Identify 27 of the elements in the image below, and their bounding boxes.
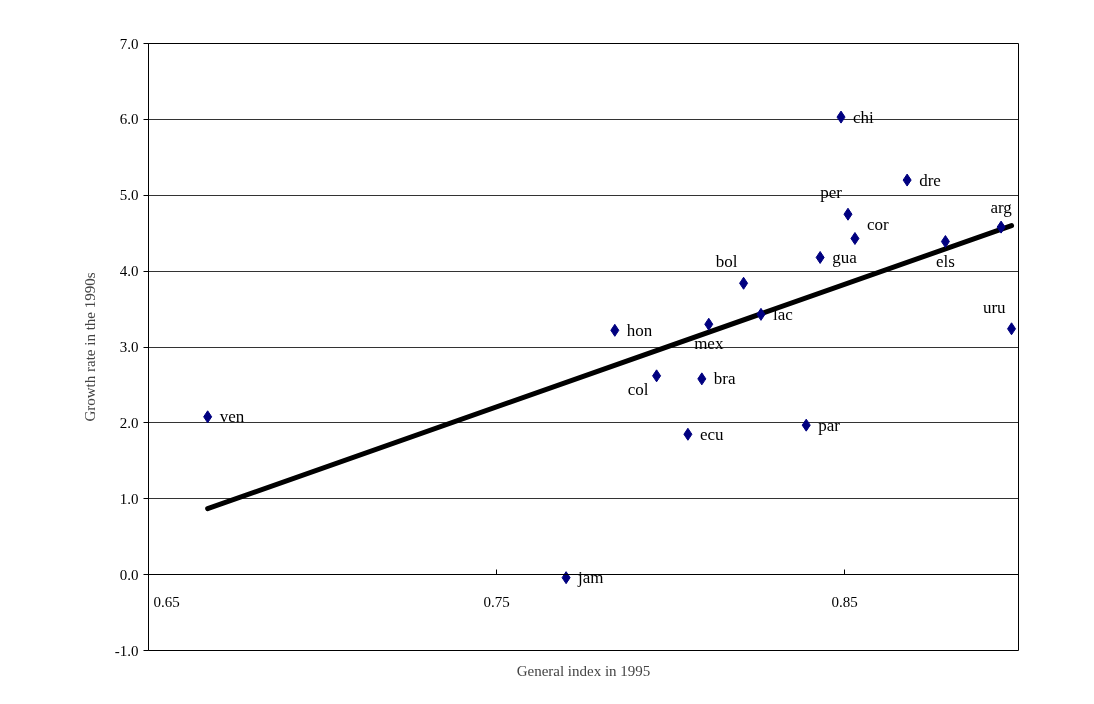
annotation: ven xyxy=(219,407,245,427)
y-tick-label: 7.0 xyxy=(119,35,139,52)
y-tick-label: 3.0 xyxy=(119,339,139,355)
annotation: hon xyxy=(626,320,653,340)
y-tick-label: 5.0 xyxy=(119,187,139,204)
y-tick-label: 0.0 xyxy=(119,566,139,583)
annotation: arg xyxy=(990,198,1013,218)
annotation: ecu xyxy=(699,424,724,444)
annotation: bol xyxy=(715,252,738,272)
annotation: uru xyxy=(982,297,1007,317)
y-tick-label: 4.0 xyxy=(119,263,139,280)
annotation: els xyxy=(935,251,955,271)
annotation: bra xyxy=(713,369,736,389)
y-tick-label: 6.0 xyxy=(119,111,139,128)
x-tick-label: 0.65 xyxy=(153,593,180,610)
annotation: col xyxy=(627,379,649,399)
y-axis-title: Growth rate in the 1990s xyxy=(81,272,98,422)
y-tick-label: -1.0 xyxy=(114,642,139,659)
annotation: dre xyxy=(919,170,941,190)
x-tick-label: 0.85 xyxy=(831,593,858,610)
x-tick-label: 0.75 xyxy=(483,593,510,610)
x-axis-title: General index in 1995 xyxy=(516,662,651,679)
y-tick-label: 1.0 xyxy=(119,490,139,507)
annotation: gua xyxy=(832,247,858,267)
annotation: par xyxy=(818,415,841,435)
annotation: cor xyxy=(866,215,889,235)
y-tick-label: 2.0 xyxy=(119,414,139,431)
